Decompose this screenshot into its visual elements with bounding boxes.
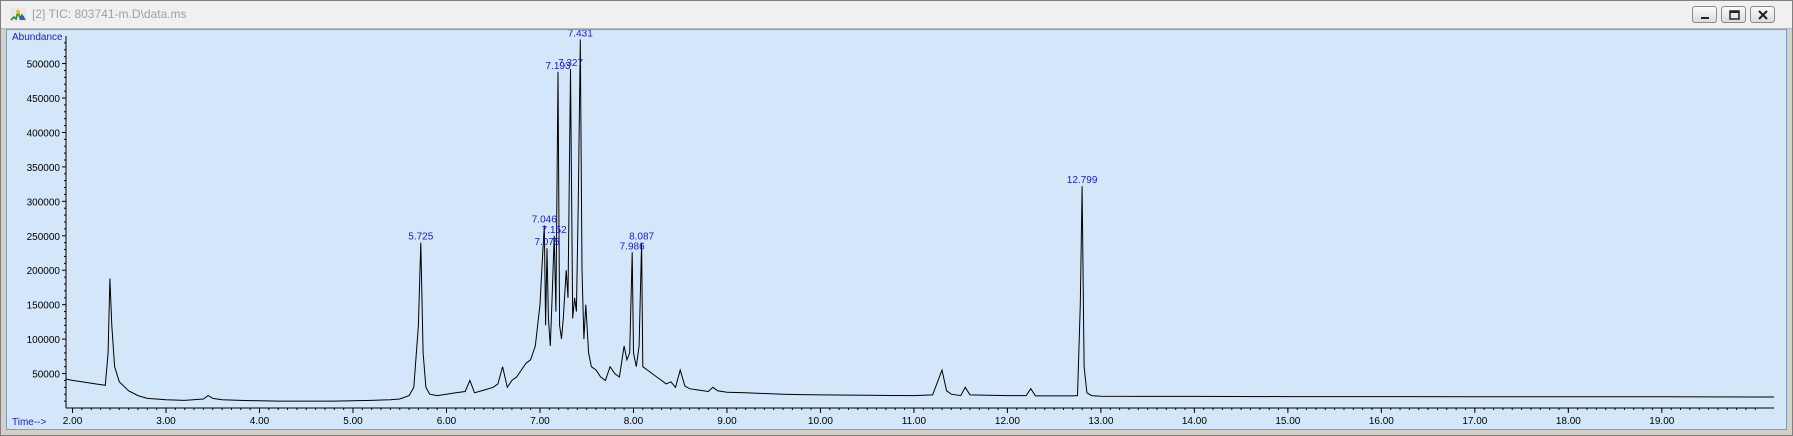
window-title: [2] TIC: 803741-m.D\data.ms	[32, 7, 187, 21]
peak-label: 8.087	[629, 232, 654, 243]
peak-label: 7.075	[534, 237, 559, 248]
peak-label: 7.986	[620, 241, 645, 252]
x-tick-label: 11.00	[902, 416, 927, 427]
minimize-button[interactable]	[1692, 6, 1717, 23]
restore-button[interactable]	[1721, 6, 1746, 23]
x-tick-label: 12.00	[995, 416, 1020, 427]
y-axis-label: Abundance	[12, 32, 63, 43]
peak-label: 12.799	[1067, 175, 1098, 186]
y-tick-label: 50000	[32, 370, 60, 381]
y-tick-label: 150000	[27, 301, 61, 312]
x-tick-label: 6.00	[437, 416, 457, 427]
x-tick-label: 5.00	[343, 416, 363, 427]
x-tick-label: 2.00	[63, 416, 83, 427]
y-tick-label: 300000	[27, 197, 61, 208]
x-tick-label: 8.00	[624, 416, 644, 427]
x-tick-label: 14.00	[1182, 416, 1207, 427]
peak-label: 7.327	[558, 58, 583, 69]
peak-label: 7.152	[542, 225, 567, 236]
x-tick-label: 15.00	[1275, 416, 1300, 427]
y-tick-label: 450000	[27, 94, 61, 105]
y-tick-label: 500000	[27, 60, 61, 71]
x-tick-label: 17.00	[1462, 416, 1487, 427]
x-tick-label: 16.00	[1369, 416, 1394, 427]
x-tick-label: 18.00	[1556, 416, 1581, 427]
restore-icon	[1729, 10, 1740, 20]
x-tick-label: 13.00	[1088, 416, 1113, 427]
peak-label: 5.725	[408, 232, 433, 243]
tic-trace	[65, 39, 1774, 402]
x-axis-label: Time-->	[12, 417, 47, 428]
peak-label: 7.431	[568, 30, 593, 39]
y-tick-label: 100000	[27, 335, 61, 346]
y-tick-label: 250000	[27, 232, 61, 243]
title-bar[interactable]: [2] TIC: 803741-m.D\data.ms	[1, 1, 1792, 29]
y-tick-label: 400000	[27, 128, 61, 139]
chromatogram-chart: 50000 100000 150000 200000 250000 300000 35000…	[12, 30, 1774, 428]
x-tick-label: 10.00	[808, 416, 833, 427]
y-tick-label: 200000	[27, 266, 61, 277]
x-tick-label: 7.00	[530, 416, 550, 427]
chromatogram-app-icon	[10, 8, 26, 22]
peak-label: 7.193	[546, 61, 571, 72]
peak-label: 7.046	[532, 214, 557, 225]
x-tick-label: 4.00	[250, 416, 270, 427]
x-tick-label: 9.00	[717, 416, 737, 427]
minimize-icon	[1701, 17, 1709, 19]
close-icon	[1758, 10, 1768, 20]
y-tick-label: 350000	[27, 163, 61, 174]
x-tick-label: 19.00	[1649, 416, 1674, 427]
x-tick-label: 3.00	[156, 416, 176, 427]
plot-area[interactable]: 50000 100000 150000 200000 250000 300000 35000…	[6, 29, 1787, 430]
close-button[interactable]	[1750, 6, 1775, 23]
